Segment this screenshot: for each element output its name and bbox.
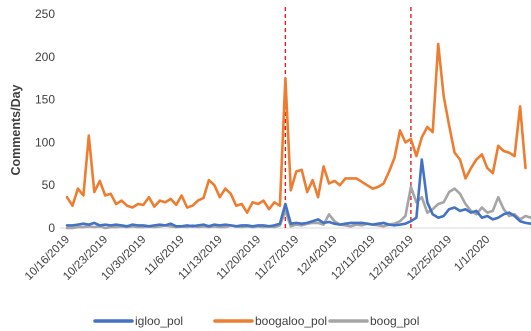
y-tick-label: 100 (35, 135, 55, 149)
series-line-boogaloo-pol (65, 42, 527, 214)
y-tick-label: 250 (35, 7, 55, 21)
series-line-igloo-pol (65, 158, 531, 228)
y-tick-label: 50 (42, 178, 56, 192)
y-tick-label: 0 (48, 221, 55, 235)
legend-label-boog-pol: boog_pol (370, 314, 419, 328)
y-axis-ticks: 0 50 100 150 200 250 (35, 7, 55, 235)
series-line-boog-pol (65, 185, 531, 230)
legend-label-igloo-pol: igloo_pol (135, 314, 183, 328)
legend-label-boogaloo-pol: boogaloo_pol (255, 314, 327, 328)
legend: igloo_pol boogaloo_pol boog_pol (93, 314, 419, 328)
x-axis-ticks: 10/16/201910/23/201910/30/201911/6/20191… (23, 234, 492, 283)
y-axis-title: Comments/Day (9, 84, 23, 175)
y-tick-label: 200 (35, 50, 55, 64)
series-lines (65, 42, 531, 230)
x-tick-label: 1/1/2020 (452, 234, 492, 274)
reference-lines (284, 7, 412, 228)
y-tick-label: 150 (35, 93, 55, 107)
